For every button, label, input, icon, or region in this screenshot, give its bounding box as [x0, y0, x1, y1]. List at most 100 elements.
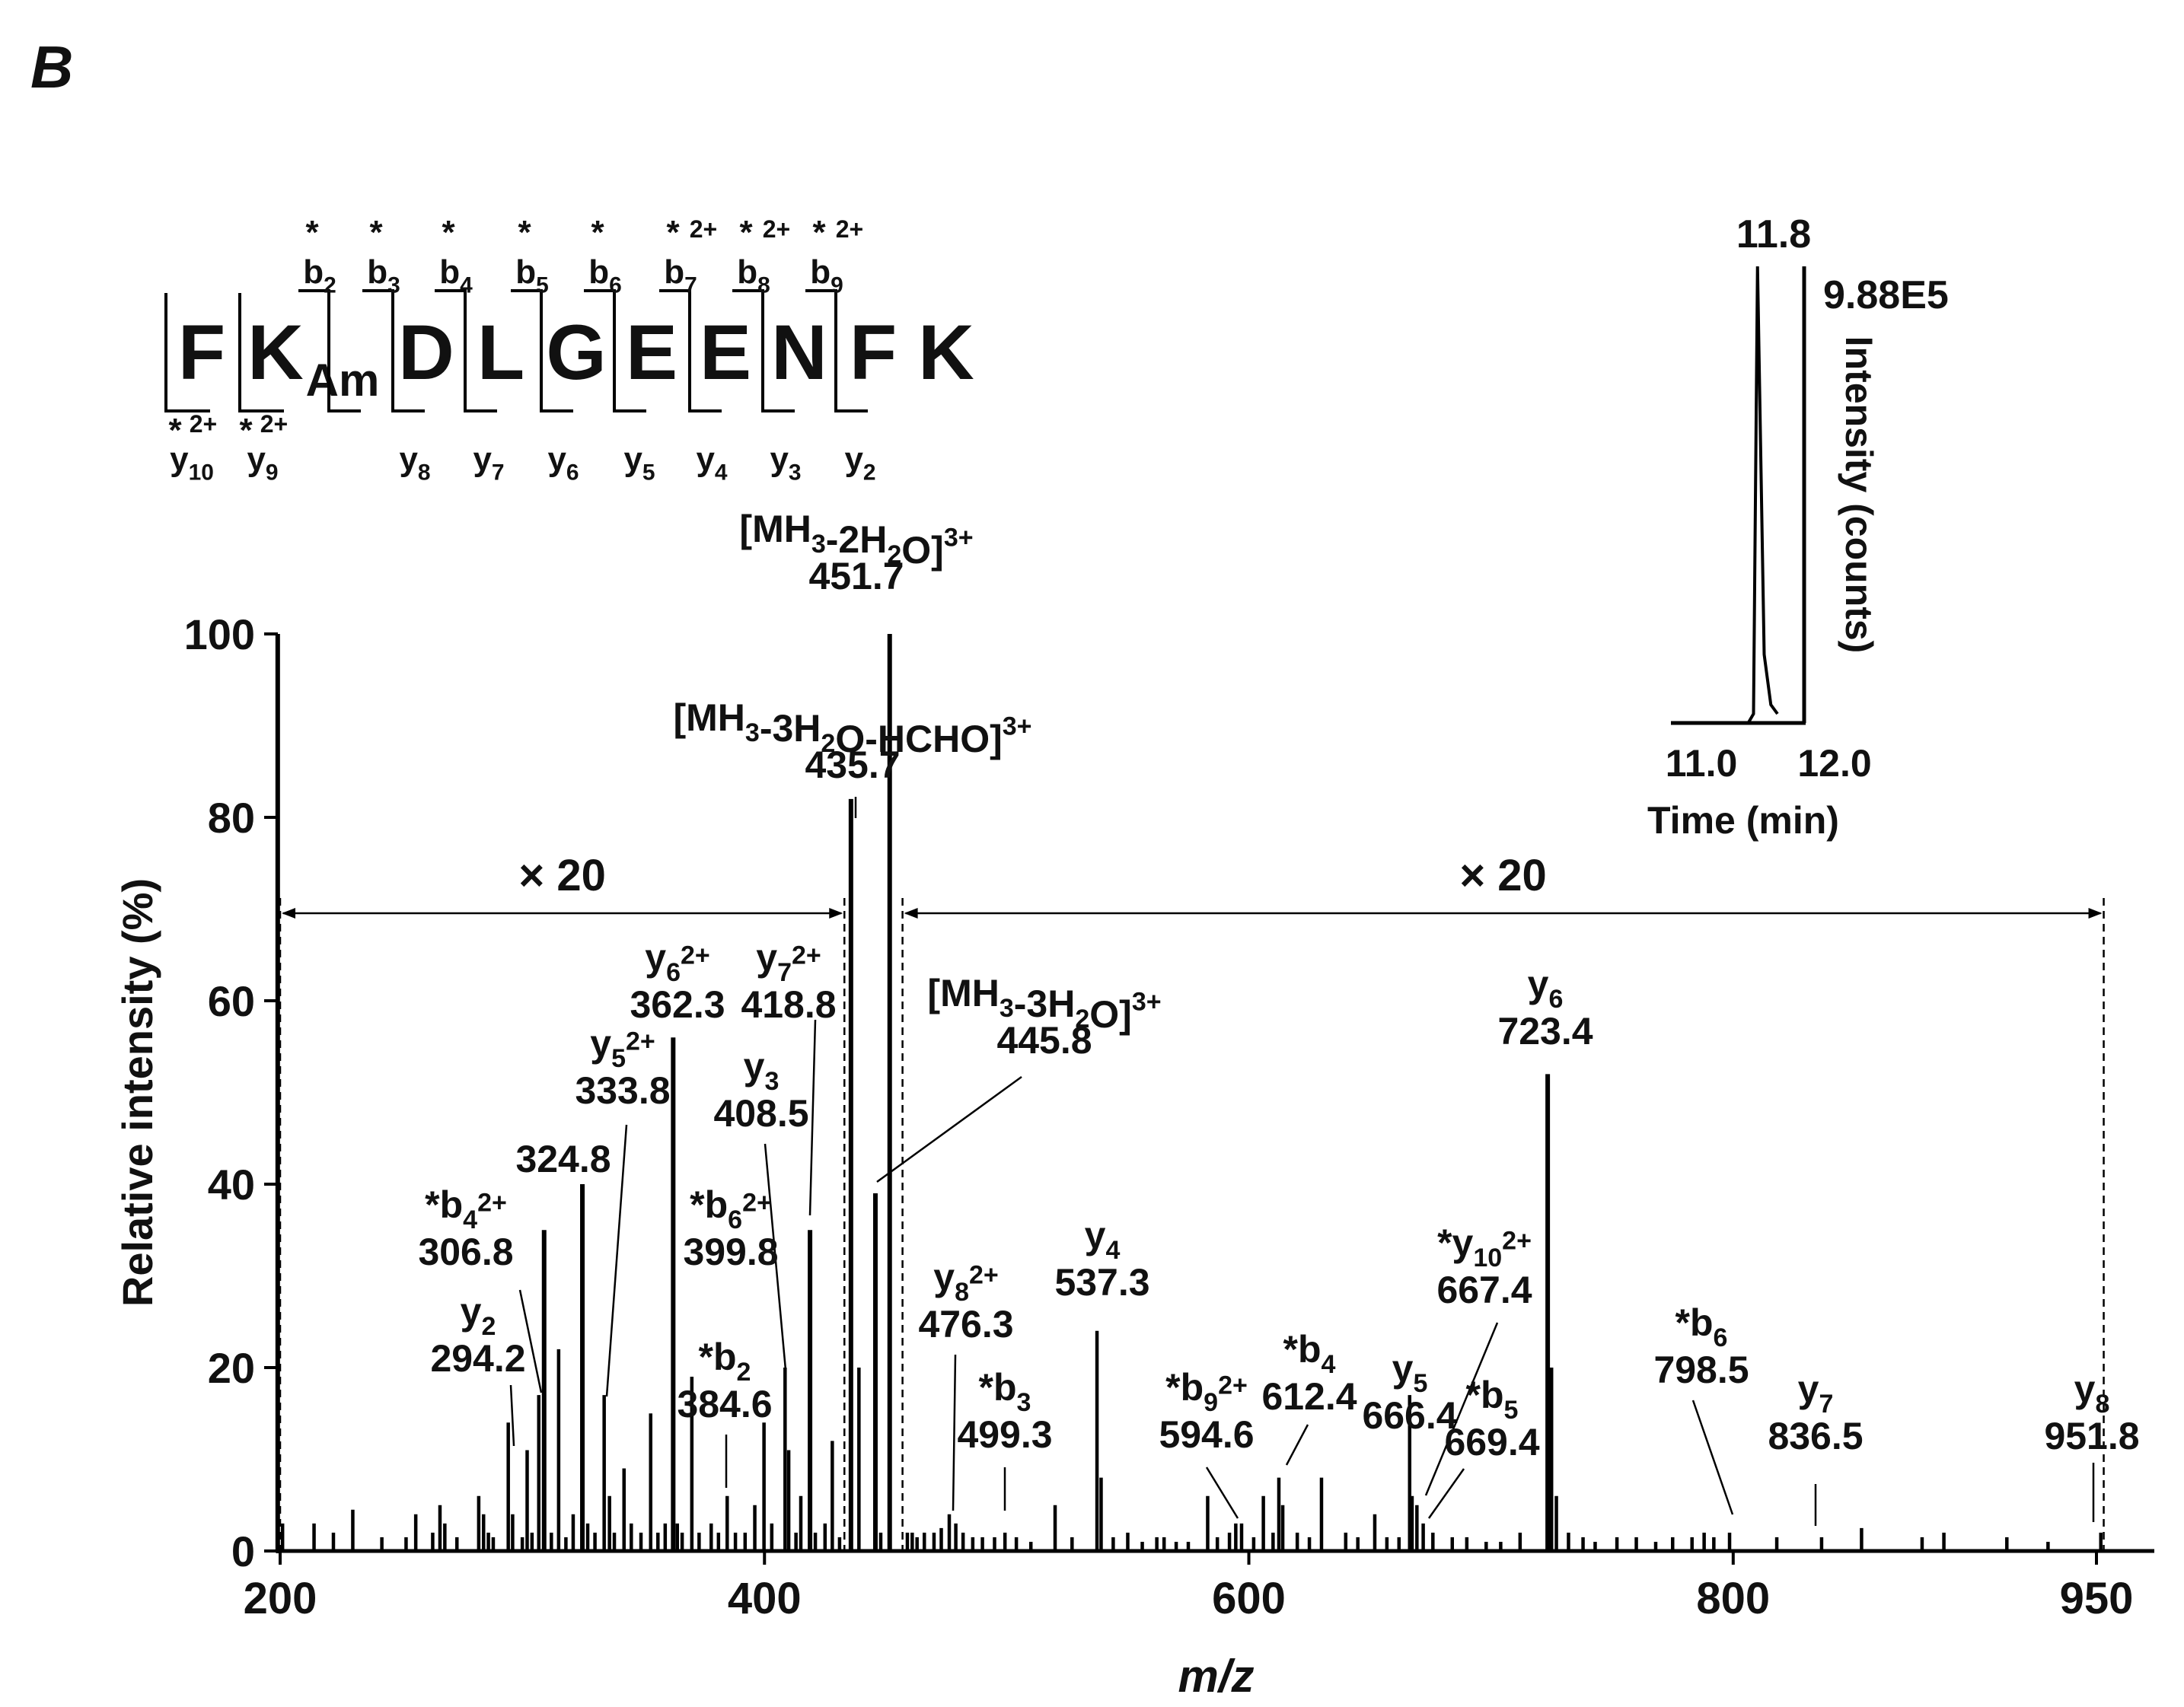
y-ion-bracket [238, 293, 284, 412]
peptide-residue: F [850, 309, 897, 396]
y-ion-label: y4 [696, 441, 727, 485]
fragment-bracket [511, 289, 573, 412]
peak-annotation-label: 294.2 [430, 1337, 525, 1380]
peak-annotation-label: 667.4 [1436, 1269, 1532, 1311]
peak-annotation-label: *y102+ [1437, 1221, 1532, 1272]
b-ion-star: * [666, 214, 680, 251]
y-ion-charge: 2+ [260, 410, 288, 438]
peak-annotation-label: y62+ [645, 936, 710, 987]
y-ion-label: y7 [473, 441, 504, 485]
y-ion-label: y5 [623, 441, 655, 485]
peak-annotation-label: 594.6 [1159, 1413, 1254, 1456]
b-ion-label: b7 [664, 253, 697, 298]
peak-annotation-label: 537.3 [1054, 1261, 1149, 1304]
peak-annotation-label: 435.7 [805, 744, 900, 786]
peak-annotation-label: *b4 [1283, 1328, 1336, 1379]
y-ion-charge: 2+ [190, 410, 217, 438]
peak-annotation-label: 306.8 [418, 1231, 513, 1273]
x-tick-label: 950 [2060, 1574, 2134, 1623]
fragment-bracket [435, 289, 497, 412]
y-ion-label: y9 [247, 441, 278, 485]
x-axis-label: m/z [1178, 1651, 1254, 1702]
peak-annotation-label: 399.8 [683, 1231, 778, 1273]
b-ion-star: * [442, 214, 455, 251]
arrow-head [2088, 908, 2103, 919]
peak-annotation-label: 499.3 [957, 1413, 1052, 1456]
peak-annotation-label: *b5 [1466, 1374, 1519, 1425]
y-tick-label: 20 [208, 1344, 255, 1392]
peptide-residue: E [700, 309, 751, 396]
y-ion-label: y2 [844, 441, 875, 485]
peak-annotation-label: 951.8 [2044, 1415, 2139, 1457]
peptide-residue: D [398, 309, 454, 396]
annotation-leader-line [876, 1075, 1022, 1183]
peak-annotation-label: [MH3-2H2O]3+ [739, 508, 973, 572]
peptide-residue: K [247, 309, 304, 396]
inset-peak-intensity-label: 9.88E5 [1823, 273, 1949, 317]
mass-spectrum-chart: 0 20 40 60 80 100 200 400 600 800 950 m/z Relative i… [113, 508, 2154, 1702]
y-tick-label: 60 [208, 977, 255, 1025]
x-tick-label: 600 [1212, 1574, 1286, 1623]
peak-annotation-label: [MH3-3H2O]3+ [927, 972, 1161, 1036]
b-ion-star: * [591, 214, 604, 251]
peak-annotation-label: 723.4 [1497, 1010, 1593, 1053]
peak-annotation-label: y6 [1528, 963, 1564, 1014]
b-ion-label: b8 [737, 253, 770, 298]
b-ion-label: b5 [515, 253, 549, 298]
peptide-residue: K [918, 309, 974, 396]
peak-annotation-label: *b2 [699, 1336, 751, 1387]
fragment-bracket [298, 289, 361, 412]
b-ion-star: * [305, 214, 319, 251]
y-ion-label: y10 [170, 441, 214, 485]
peak-annotation-label: 451.7 [808, 555, 904, 597]
b-ion-label: b2 [303, 253, 336, 298]
peak-annotation-label: *b42+ [425, 1183, 507, 1234]
y-ion-bracket [164, 293, 210, 412]
peak-annotation-label: y7 [1798, 1368, 1834, 1419]
peak-annotation-label: 445.8 [996, 1019, 1092, 1062]
residue-modification: Am [306, 355, 380, 406]
b-ion-label: b9 [810, 253, 843, 298]
peak-annotation-label: y82+ [933, 1256, 999, 1307]
fragment-bracket [732, 289, 795, 412]
annotation-leader-line [1205, 1467, 1239, 1519]
annotation-leader-line [605, 1124, 628, 1397]
peak-annotation-label: *b6 [1675, 1301, 1728, 1352]
peak-annotation-label: 362.3 [630, 983, 725, 1026]
arrow-head [904, 908, 918, 919]
peak-annotation-label: 612.4 [1261, 1375, 1357, 1418]
panel-label: B [30, 33, 73, 100]
peak-annotation-label: 418.8 [741, 983, 836, 1026]
y-tick-label: 0 [231, 1527, 255, 1575]
arrow-head [829, 908, 843, 919]
x-tick-label: 200 [244, 1574, 317, 1623]
b-ion-charge: 2+ [763, 215, 790, 243]
inset-x-axis-label: Time (min) [1647, 799, 1839, 842]
chromatogram-trace [1671, 266, 1779, 725]
b-ion-charge: 2+ [836, 215, 863, 243]
annotation-leader-line [518, 1289, 543, 1393]
fragment-bracket [362, 289, 425, 412]
peptide-residue: E [626, 309, 678, 396]
annotation-leader-line [952, 1354, 957, 1511]
magnification-label: × 20 [1459, 851, 1547, 900]
inset-x-tick-label: 11.0 [1666, 742, 1738, 785]
peak-annotation-label: 324.8 [515, 1138, 611, 1180]
x-tick-label: 400 [728, 1574, 802, 1623]
fragment-bracket [584, 289, 646, 412]
peak-annotation-label: [MH3-3H2O-HCHO]3+ [673, 696, 1031, 760]
annotation-leader-line [509, 1384, 515, 1447]
y-tick-label: 100 [184, 610, 255, 658]
peak-annotation-label: y4 [1085, 1214, 1121, 1265]
y-ion-star: * [239, 412, 253, 449]
peak-annotation-label: y52+ [590, 1022, 655, 1073]
y-ion-label: y6 [547, 441, 579, 485]
peak-annotation-label: 669.4 [1444, 1421, 1539, 1463]
peak-annotation-label: *b62+ [690, 1183, 772, 1234]
chromatogram-inset: 11.0 12.0 Time (min) Intensity (counts) 11.8… [1647, 212, 1949, 842]
inset-peak-time-label: 11.8 [1736, 212, 1811, 256]
arrow-head [282, 908, 295, 919]
peak-annotation-label: 384.6 [677, 1383, 772, 1425]
